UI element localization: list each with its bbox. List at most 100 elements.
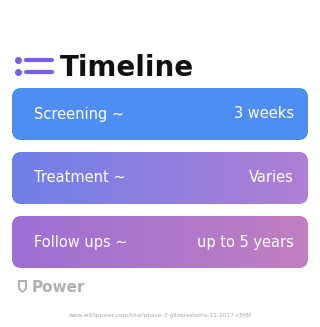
FancyBboxPatch shape bbox=[197, 152, 200, 204]
FancyBboxPatch shape bbox=[148, 152, 151, 204]
FancyBboxPatch shape bbox=[268, 216, 271, 268]
Text: Power: Power bbox=[32, 280, 85, 295]
FancyBboxPatch shape bbox=[189, 216, 193, 268]
FancyBboxPatch shape bbox=[84, 152, 86, 204]
FancyBboxPatch shape bbox=[138, 88, 141, 140]
FancyBboxPatch shape bbox=[160, 216, 163, 268]
FancyBboxPatch shape bbox=[212, 216, 215, 268]
FancyBboxPatch shape bbox=[56, 152, 60, 204]
FancyBboxPatch shape bbox=[66, 216, 69, 268]
FancyBboxPatch shape bbox=[12, 152, 15, 204]
FancyBboxPatch shape bbox=[14, 88, 17, 140]
FancyBboxPatch shape bbox=[300, 152, 304, 204]
FancyBboxPatch shape bbox=[165, 88, 168, 140]
FancyBboxPatch shape bbox=[177, 152, 180, 204]
FancyBboxPatch shape bbox=[59, 88, 62, 140]
FancyBboxPatch shape bbox=[224, 152, 227, 204]
FancyBboxPatch shape bbox=[42, 152, 44, 204]
FancyBboxPatch shape bbox=[20, 152, 22, 204]
FancyBboxPatch shape bbox=[278, 216, 281, 268]
FancyBboxPatch shape bbox=[229, 152, 232, 204]
Polygon shape bbox=[20, 282, 25, 291]
FancyBboxPatch shape bbox=[170, 216, 173, 268]
FancyBboxPatch shape bbox=[54, 88, 57, 140]
FancyBboxPatch shape bbox=[249, 152, 252, 204]
FancyBboxPatch shape bbox=[98, 216, 101, 268]
FancyBboxPatch shape bbox=[251, 152, 254, 204]
FancyBboxPatch shape bbox=[222, 152, 225, 204]
FancyBboxPatch shape bbox=[103, 216, 106, 268]
FancyBboxPatch shape bbox=[249, 88, 252, 140]
FancyBboxPatch shape bbox=[197, 88, 200, 140]
FancyBboxPatch shape bbox=[140, 88, 143, 140]
FancyBboxPatch shape bbox=[204, 216, 207, 268]
FancyBboxPatch shape bbox=[195, 216, 197, 268]
FancyBboxPatch shape bbox=[303, 152, 306, 204]
FancyBboxPatch shape bbox=[59, 152, 62, 204]
FancyBboxPatch shape bbox=[227, 88, 229, 140]
FancyBboxPatch shape bbox=[283, 152, 286, 204]
FancyBboxPatch shape bbox=[125, 152, 128, 204]
FancyBboxPatch shape bbox=[234, 88, 237, 140]
FancyBboxPatch shape bbox=[61, 216, 64, 268]
Text: www.withpower.com/trial/phase-3-glioblastoma-11-2017-c5f8f: www.withpower.com/trial/phase-3-glioblas… bbox=[68, 313, 252, 318]
FancyBboxPatch shape bbox=[93, 216, 96, 268]
FancyBboxPatch shape bbox=[246, 88, 249, 140]
FancyBboxPatch shape bbox=[98, 88, 101, 140]
FancyBboxPatch shape bbox=[175, 88, 178, 140]
FancyBboxPatch shape bbox=[148, 88, 151, 140]
FancyBboxPatch shape bbox=[306, 88, 308, 140]
FancyBboxPatch shape bbox=[239, 216, 242, 268]
FancyBboxPatch shape bbox=[34, 152, 37, 204]
Text: Screening ~: Screening ~ bbox=[34, 107, 124, 122]
FancyBboxPatch shape bbox=[286, 88, 289, 140]
FancyBboxPatch shape bbox=[52, 216, 54, 268]
FancyBboxPatch shape bbox=[212, 88, 215, 140]
FancyBboxPatch shape bbox=[42, 216, 44, 268]
FancyBboxPatch shape bbox=[49, 216, 52, 268]
FancyBboxPatch shape bbox=[86, 216, 89, 268]
FancyBboxPatch shape bbox=[202, 152, 205, 204]
FancyBboxPatch shape bbox=[271, 216, 274, 268]
FancyBboxPatch shape bbox=[286, 216, 289, 268]
FancyBboxPatch shape bbox=[91, 216, 94, 268]
FancyBboxPatch shape bbox=[17, 216, 20, 268]
FancyBboxPatch shape bbox=[187, 152, 190, 204]
FancyBboxPatch shape bbox=[91, 152, 94, 204]
FancyBboxPatch shape bbox=[81, 152, 84, 204]
FancyBboxPatch shape bbox=[148, 216, 151, 268]
FancyBboxPatch shape bbox=[274, 152, 276, 204]
FancyBboxPatch shape bbox=[44, 152, 47, 204]
FancyBboxPatch shape bbox=[209, 216, 212, 268]
FancyBboxPatch shape bbox=[22, 216, 25, 268]
FancyBboxPatch shape bbox=[207, 88, 210, 140]
FancyBboxPatch shape bbox=[145, 88, 148, 140]
FancyBboxPatch shape bbox=[227, 152, 229, 204]
FancyBboxPatch shape bbox=[76, 216, 79, 268]
FancyBboxPatch shape bbox=[192, 88, 195, 140]
FancyBboxPatch shape bbox=[123, 152, 126, 204]
FancyBboxPatch shape bbox=[286, 152, 289, 204]
FancyBboxPatch shape bbox=[182, 152, 185, 204]
FancyBboxPatch shape bbox=[170, 152, 173, 204]
Text: 3 weeks: 3 weeks bbox=[234, 107, 294, 122]
FancyBboxPatch shape bbox=[135, 216, 138, 268]
FancyBboxPatch shape bbox=[167, 152, 170, 204]
FancyBboxPatch shape bbox=[291, 88, 294, 140]
FancyBboxPatch shape bbox=[163, 152, 165, 204]
FancyBboxPatch shape bbox=[29, 216, 32, 268]
FancyBboxPatch shape bbox=[185, 88, 188, 140]
FancyBboxPatch shape bbox=[266, 152, 269, 204]
FancyBboxPatch shape bbox=[157, 216, 161, 268]
FancyBboxPatch shape bbox=[232, 216, 235, 268]
FancyBboxPatch shape bbox=[204, 152, 207, 204]
FancyBboxPatch shape bbox=[96, 152, 99, 204]
FancyBboxPatch shape bbox=[170, 88, 173, 140]
FancyBboxPatch shape bbox=[128, 216, 131, 268]
FancyBboxPatch shape bbox=[229, 88, 232, 140]
FancyBboxPatch shape bbox=[298, 152, 301, 204]
FancyBboxPatch shape bbox=[202, 216, 205, 268]
FancyBboxPatch shape bbox=[251, 216, 254, 268]
FancyBboxPatch shape bbox=[300, 216, 304, 268]
FancyBboxPatch shape bbox=[276, 216, 279, 268]
